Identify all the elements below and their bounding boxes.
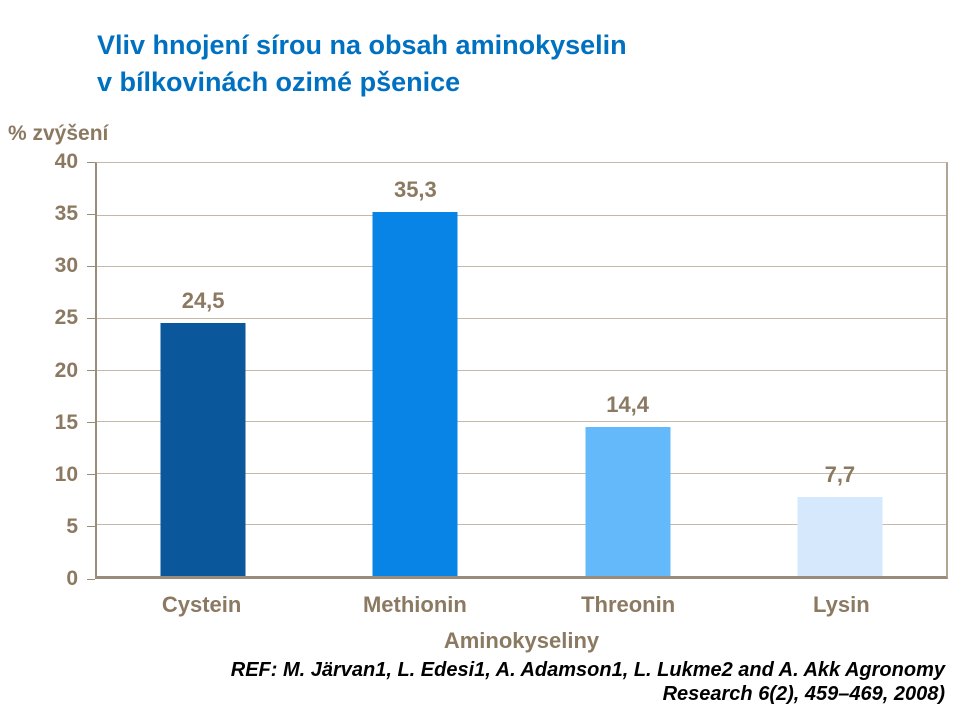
reference-line-2: Research 6(2), 459–469, 2008) — [662, 683, 945, 705]
gridline — [97, 317, 946, 319]
y-tick-mark — [87, 317, 95, 319]
x-category-labels: Cystein Methionin Threonin Lysin — [95, 592, 948, 618]
value-label-threonin: 14,4 — [606, 392, 650, 418]
chart-title-line-1: Vliv hnojení sírou na obsah aminokyselin — [97, 30, 627, 60]
bar-slot-lysin: 7,7 — [734, 163, 946, 576]
y-tick-label: 10 — [54, 462, 78, 486]
y-tick-label: 40 — [54, 150, 78, 173]
y-tick-label: 25 — [54, 306, 78, 330]
y-tick-mark — [87, 526, 95, 528]
chart-title: Vliv hnojení sírou na obsah aminokyselin… — [97, 27, 627, 101]
y-tick-label: 30 — [54, 254, 78, 278]
y-tick-label: 15 — [54, 410, 78, 434]
gridline — [97, 524, 946, 526]
x-category-label-methionin: Methionin — [362, 592, 467, 617]
bar-slot-threonin: 14,4 — [522, 163, 734, 576]
y-tick-mark — [87, 370, 95, 371]
plot-area: 24,5 35,3 14,4 7,7 — [95, 162, 948, 579]
y-tick-mark — [87, 474, 95, 476]
y-tick-mark — [87, 422, 95, 424]
y-tick-label: 0 — [66, 567, 78, 590]
y-axis: 0 5 10 15 20 25 30 35 40 — [0, 150, 95, 590]
gridline — [97, 472, 946, 474]
y-tick-mark — [87, 265, 95, 267]
gridline — [97, 214, 946, 216]
y-tick-label: 35 — [54, 202, 78, 226]
x-category-label-lysin: Lysin — [813, 592, 870, 617]
chart-title-line-2: v bílkovinách ozimé pšenice — [97, 67, 461, 97]
gridline — [97, 369, 946, 371]
bar-lysin — [797, 496, 883, 576]
value-label-cystein: 24,5 — [181, 288, 225, 314]
reference-line-1: REF: M. Järvan1, L. Edesi1, A. Adamson1,… — [230, 659, 945, 681]
y-tick-label: 5 — [66, 514, 78, 538]
gridline — [97, 421, 946, 423]
y-tick-mark — [87, 213, 95, 215]
y-axis-title: % zvýšení — [8, 122, 109, 145]
value-label-methionin: 35,3 — [393, 176, 437, 202]
value-label-lysin: 7,7 — [824, 461, 856, 487]
bar-cystein — [160, 323, 246, 576]
gridline — [97, 266, 946, 268]
y-tick-mark — [87, 161, 95, 163]
y-tick-mark — [87, 578, 95, 580]
reference-text: REF: M. Järvan1, L. Edesi1, A. Adamson1,… — [231, 658, 945, 706]
x-category-label-cystein: Cystein — [161, 592, 242, 617]
x-axis-title: Aminokyseliny — [443, 628, 600, 653]
bar-threonin — [585, 427, 671, 576]
bar-methionin — [372, 211, 458, 576]
x-category-label-threonin: Threonin — [581, 592, 676, 617]
bar-slot-cystein: 24,5 — [97, 163, 309, 576]
y-tick-label: 20 — [54, 358, 78, 382]
bar-slot-methionin: 35,3 — [309, 163, 521, 576]
